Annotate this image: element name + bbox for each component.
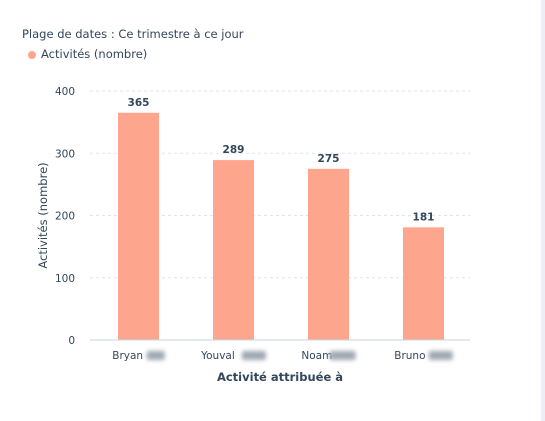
bar-noam [308, 168, 349, 340]
y-tick-label-100: 100 [55, 273, 75, 285]
data-label-noam: 275 [318, 153, 340, 165]
legend-swatch-icon [28, 51, 36, 59]
redacted-surname-noam [329, 351, 356, 360]
x-tick-label-noam: Noam [301, 350, 332, 362]
y-tick-label-300: 300 [55, 148, 75, 160]
y-tick-label-400: 400 [55, 86, 75, 98]
redacted-surname-bruno [428, 351, 453, 360]
x-tick-label-youval: Youval [200, 350, 235, 362]
bar-youval [213, 160, 254, 340]
data-label-youval: 289 [223, 144, 245, 156]
bar-bryan [118, 112, 159, 340]
x-tick-label-bryan: Bryan [112, 350, 143, 362]
data-label-bruno: 181 [413, 211, 435, 223]
y-tick-label-200: 200 [55, 211, 75, 223]
date-range-filter-label: Plage de dates : Ce trimestre à ce jour [22, 27, 244, 41]
redacted-surname-youval [241, 351, 266, 360]
bar-bruno [403, 227, 444, 340]
legend-label: Activités (nombre) [41, 47, 148, 61]
x-axis-title: Activité attribuée à [217, 370, 343, 384]
data-label-bryan: 365 [128, 97, 150, 109]
y-axis-title: Activités (nombre) [36, 162, 50, 268]
y-tick-label-0: 0 [68, 335, 75, 347]
x-tick-label-bruno: Bruno [394, 350, 425, 362]
panel-edge [541, 0, 545, 421]
redacted-surname-bryan [146, 351, 165, 360]
chart-legend[interactable]: Activités (nombre) [28, 47, 148, 61]
